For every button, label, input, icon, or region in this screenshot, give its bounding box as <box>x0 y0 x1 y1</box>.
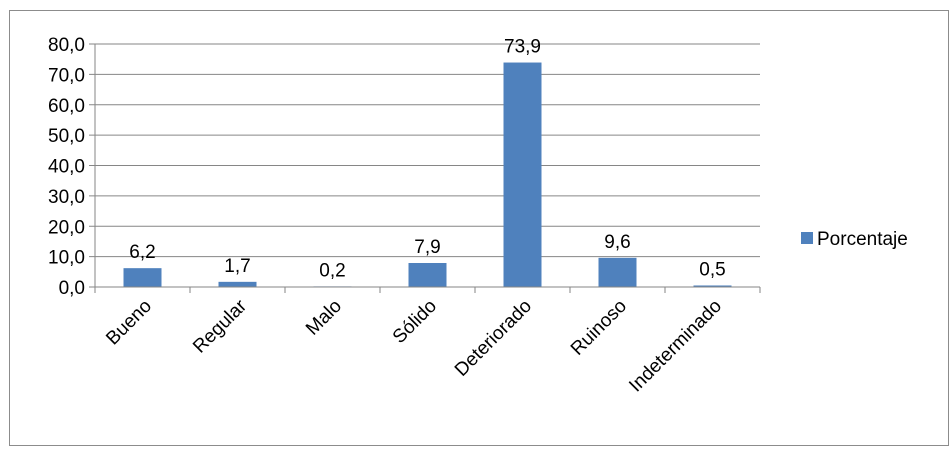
category-label: Deteriorado <box>451 296 536 381</box>
bar-indeterminado <box>693 285 732 287</box>
bar-ruinoso <box>598 257 637 287</box>
bar-bueno <box>123 268 162 287</box>
y-tick-label: 30,0 <box>48 187 85 208</box>
data-label: 7,9 <box>414 237 440 258</box>
y-tick-label: 50,0 <box>48 126 85 147</box>
legend-label-porcentaje: Porcentaje <box>817 229 908 250</box>
data-label: 6,2 <box>129 242 155 263</box>
data-label: 1,7 <box>224 256 250 277</box>
data-label: 9,6 <box>604 232 630 253</box>
y-tick-label: 70,0 <box>48 65 85 86</box>
category-label: Ruinoso <box>567 296 631 360</box>
category-label: Sólido <box>389 296 441 348</box>
y-tick-label: 40,0 <box>48 157 85 178</box>
category-label: Malo <box>302 296 346 340</box>
legend: Porcentaje <box>801 229 908 250</box>
bar-regular <box>218 281 257 287</box>
chart-area <box>9 10 949 446</box>
y-tick-label: 60,0 <box>48 96 85 117</box>
category-label: Bueno <box>102 296 156 350</box>
axes <box>94 44 761 293</box>
y-tick-label: 20,0 <box>48 217 85 238</box>
bar-deteriorado <box>503 62 542 288</box>
legend-swatch-porcentaje <box>801 232 813 244</box>
data-label: 73,9 <box>504 37 541 58</box>
bars <box>123 62 732 288</box>
bar-sólido <box>408 263 447 287</box>
data-label: 0,2 <box>319 260 345 281</box>
data-label: 0,5 <box>699 259 725 280</box>
data-labels: 6,2 1,7 0,2 7,9 73,9 9,6 0,5 <box>129 37 725 282</box>
y-tick-label: 80,0 <box>48 35 85 56</box>
category-label: Regular <box>189 295 251 357</box>
category-label: Indeterminado <box>625 296 726 397</box>
y-tick-label: 0,0 <box>59 278 85 299</box>
y-axis-ticks: 0,0 10,0 20,0 30,0 40,0 50,0 60,0 70,0 80,0 <box>48 35 95 299</box>
y-tick-label: 10,0 <box>48 248 85 269</box>
gridlines <box>95 43 760 258</box>
category-labels: Bueno Regular Malo Sólido Deteriorado Ruinoso… <box>102 295 726 396</box>
